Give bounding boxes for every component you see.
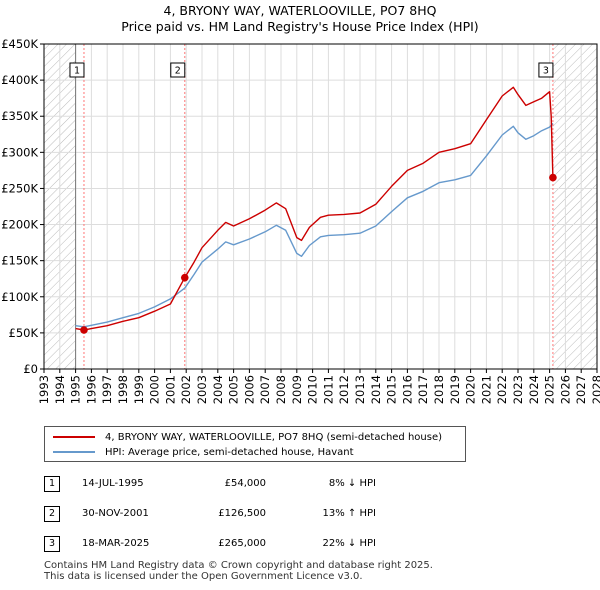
x-tick-label: 2022 [495, 375, 509, 404]
legend-swatch-price [53, 436, 95, 438]
transaction-number: 2 [44, 506, 60, 522]
x-tick-label: 2010 [306, 375, 320, 404]
transaction-hpi: 13% ↑ HPI [322, 508, 376, 519]
transaction-row: 3 18-MAR-2025 £265,000 22% ↓ HPI [44, 536, 404, 552]
footer-licence: This data is licensed under the Open Gov… [44, 571, 363, 582]
y-tick-label: £50K [9, 326, 39, 340]
hatched-region [552, 44, 597, 369]
x-tick-label: 2004 [211, 375, 225, 404]
x-tick-label: 2009 [290, 375, 304, 404]
legend-label-hpi: HPI: Average price, semi-detached house,… [105, 446, 354, 458]
x-tick-label: 1993 [37, 375, 51, 404]
y-tick-label: £0 [23, 362, 38, 376]
transaction-date: 18-MAR-2025 [82, 538, 150, 549]
footer-copyright: Contains HM Land Registry data © Crown c… [44, 560, 433, 571]
x-tick-label: 2000 [148, 375, 162, 404]
y-tick-label: £450K [1, 37, 38, 51]
transaction-number: 1 [44, 476, 60, 492]
legend: 4, BRYONY WAY, WATERLOOVILLE, PO7 8HQ (s… [44, 426, 466, 462]
sale-label: 2 [175, 66, 181, 77]
x-tick-label: 2024 [527, 375, 541, 404]
x-tick-label: 1997 [100, 375, 114, 404]
x-tick-label: 1998 [116, 375, 130, 404]
x-tick-label: 2011 [321, 375, 335, 404]
y-tick-label: £400K [1, 73, 38, 87]
y-tick-label: £100K [1, 290, 38, 304]
transaction-row: 1 14-JUL-1995 £54,000 8% ↓ HPI [44, 476, 404, 492]
x-tick-label: 2005 [227, 375, 241, 404]
x-tick-label: 1995 [69, 375, 83, 404]
sale-label-box [538, 62, 554, 78]
chart-title: 4, BRYONY WAY, WATERLOOVILLE, PO7 8HQ [163, 3, 437, 18]
legend-swatch-hpi [53, 451, 95, 453]
transaction-row: 2 30-NOV-2001 £126,500 13% ↑ HPI [44, 506, 404, 522]
transaction-date: 30-NOV-2001 [82, 508, 149, 519]
price-chart: 1 2 3 £0 £50K £100K £150K £200K £250K £300K £350K… [1, 37, 600, 404]
sale-point [180, 273, 189, 282]
x-tick-label: 2002 [179, 375, 193, 404]
x-tick-label: 2015 [385, 375, 399, 404]
sale-label: 3 [543, 66, 549, 77]
x-tick-label: 1996 [84, 375, 98, 404]
transaction-price: £54,000 [224, 478, 266, 489]
y-tick-label: £300K [1, 145, 38, 159]
x-tick-label: 2013 [353, 375, 367, 404]
transaction-price: £265,000 [218, 538, 266, 549]
series-price-paid [75, 86, 554, 331]
x-tick-label: 2016 [400, 375, 414, 404]
y-tick-label: £150K [1, 254, 38, 268]
transaction-price: £126,500 [218, 508, 266, 519]
sale-label-box [69, 62, 85, 78]
x-tick-label: 2001 [163, 375, 177, 404]
legend-label-price: 4, BRYONY WAY, WATERLOOVILLE, PO7 8HQ (s… [105, 431, 443, 443]
legend-item-price: 4, BRYONY WAY, WATERLOOVILLE, PO7 8HQ (s… [53, 430, 442, 444]
sale-point [549, 173, 557, 182]
x-tick-label: 2025 [543, 375, 557, 404]
x-tick-label: 2026 [558, 375, 572, 404]
x-tick-label: 2006 [242, 375, 256, 404]
x-tick-label: 2020 [464, 375, 478, 404]
y-tick-label: £350K [1, 109, 38, 123]
x-tick-label: 2003 [195, 375, 209, 404]
x-tick-label: 2027 [574, 375, 588, 404]
sale-label: 1 [74, 66, 80, 77]
x-tick-label: 2021 [479, 375, 493, 404]
transaction-number: 3 [44, 536, 60, 552]
x-tick-label: 2008 [274, 375, 288, 404]
transaction-hpi: 22% ↓ HPI [322, 538, 376, 549]
y-tick-label: £250K [1, 181, 38, 195]
sale-label-box [170, 62, 186, 78]
x-tick-label: 2028 [590, 375, 600, 404]
sale-point [80, 326, 88, 334]
transaction-hpi: 8% ↓ HPI [328, 478, 376, 489]
x-tick-label: 2007 [258, 375, 272, 404]
legend-item-hpi: HPI: Average price, semi-detached house,… [53, 445, 354, 459]
x-tick-label: 2019 [448, 375, 462, 404]
chart-subtitle: Price paid vs. HM Land Registry's House … [121, 19, 479, 34]
transaction-date: 14-JUL-1995 [82, 478, 144, 489]
x-tick-label: 2018 [432, 375, 446, 404]
series-hpi [75, 122, 554, 328]
x-tick-label: 1999 [132, 375, 146, 404]
x-tick-label: 2023 [511, 375, 525, 404]
x-tick-label: 2017 [416, 375, 430, 404]
plot-frame [43, 43, 598, 370]
x-tick-label: 2014 [369, 375, 383, 404]
x-tick-label: 1994 [53, 375, 67, 404]
x-tick-label: 2012 [337, 375, 351, 404]
y-tick-label: £200K [1, 218, 38, 232]
